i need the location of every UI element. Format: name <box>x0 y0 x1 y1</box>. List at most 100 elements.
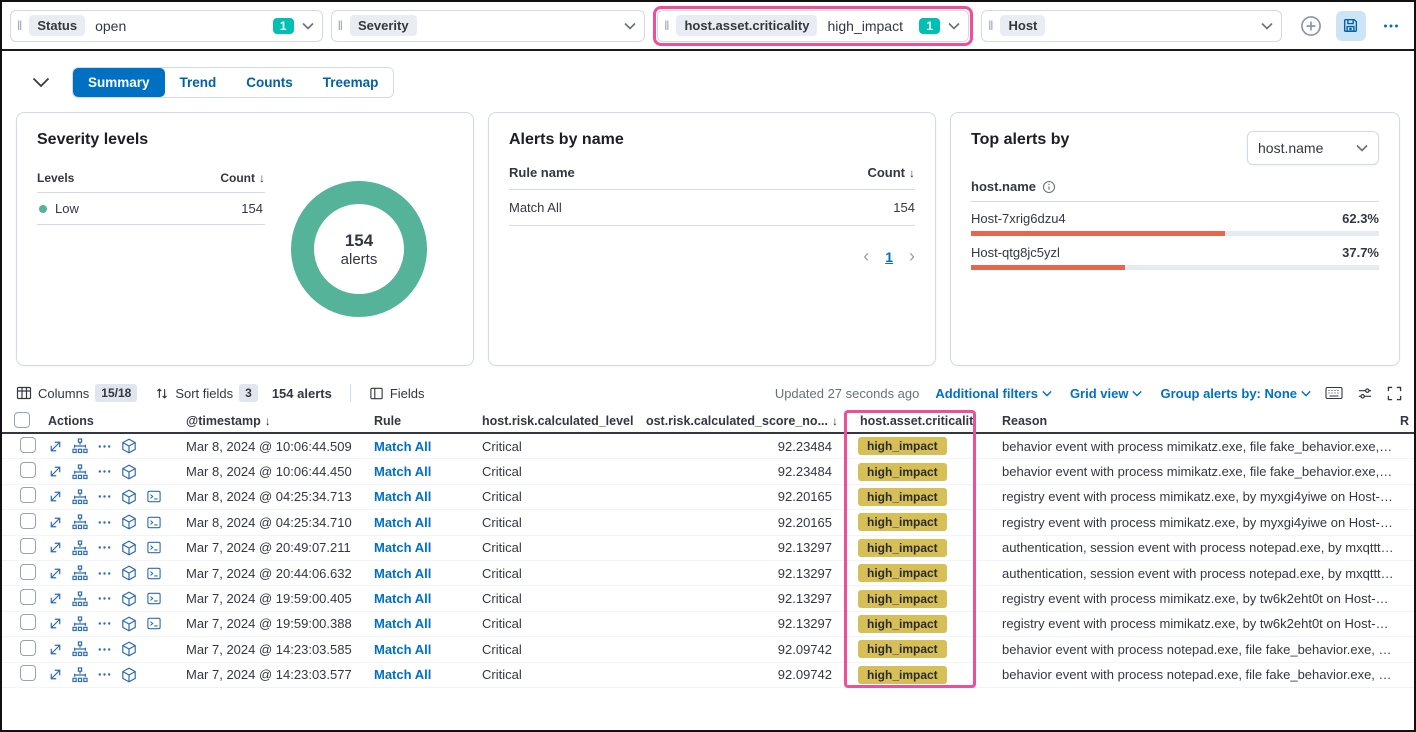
grid-view-button[interactable]: Grid view <box>1070 386 1143 401</box>
tab-counts[interactable]: Counts <box>231 68 308 97</box>
rule-link[interactable]: Match All <box>374 641 432 657</box>
osquery-cube-icon[interactable] <box>121 591 137 607</box>
osquery-cube-icon[interactable] <box>121 565 137 581</box>
col-risk-level[interactable]: host.risk.calculated_level <box>482 414 634 428</box>
chevron-down-icon[interactable] <box>948 17 960 35</box>
analyzer-icon[interactable] <box>72 463 88 480</box>
rule-link[interactable]: Match All <box>374 591 432 607</box>
alert-reason[interactable]: registry event with process mimikatz.exe… <box>1002 514 1400 530</box>
filter-status[interactable]: ‖ Status open 1 <box>10 9 323 42</box>
expand-alert-icon[interactable] <box>48 566 63 581</box>
drag-handle-icon[interactable]: ‖ <box>664 18 671 33</box>
chevron-down-icon[interactable] <box>302 17 314 35</box>
alert-reason[interactable]: authentication, session event with proce… <box>1002 565 1400 581</box>
more-actions-icon[interactable] <box>97 439 112 454</box>
more-actions-icon[interactable] <box>97 515 112 530</box>
col-count[interactable]: Count <box>867 165 905 180</box>
rule-link[interactable]: Match All <box>374 616 432 632</box>
keyboard-shortcuts-icon[interactable] <box>1325 386 1343 400</box>
tab-summary[interactable]: Summary <box>73 68 165 97</box>
expand-alert-icon[interactable] <box>48 489 63 504</box>
row-checkbox[interactable] <box>20 512 36 529</box>
osquery-cube-icon[interactable] <box>121 489 137 505</box>
row-checkbox[interactable] <box>20 436 36 453</box>
expand-alert-icon[interactable] <box>48 642 63 657</box>
rule-link[interactable]: Match All <box>374 464 432 480</box>
more-actions-icon[interactable] <box>97 616 112 631</box>
rule-link[interactable]: Match All <box>374 438 432 454</box>
analyzer-icon[interactable] <box>72 616 88 632</box>
osquery-cube-icon[interactable] <box>121 616 137 632</box>
row-checkbox[interactable] <box>20 614 36 631</box>
rule-link[interactable]: Match All <box>374 489 432 505</box>
expand-alert-icon[interactable] <box>48 591 63 606</box>
rule-link[interactable]: Match All <box>374 540 432 556</box>
chevron-down-icon[interactable] <box>1261 17 1273 35</box>
more-actions-icon[interactable] <box>97 464 112 479</box>
col-reason[interactable]: Reason <box>1002 414 1048 428</box>
session-view-terminal-icon[interactable] <box>146 616 162 631</box>
tab-treemap[interactable]: Treemap <box>307 68 394 97</box>
columns-button[interactable]: Columns 15/18 <box>16 384 138 402</box>
alert-reason[interactable]: behavior event with process notepad.exe,… <box>1002 667 1400 683</box>
drag-handle-icon[interactable]: ‖ <box>17 18 24 33</box>
group-alerts-button[interactable]: Group alerts by: None <box>1160 386 1311 401</box>
row-checkbox[interactable] <box>20 589 36 606</box>
alert-reason[interactable]: registry event with process mimikatz.exe… <box>1002 591 1400 607</box>
prev-page-chevron-icon[interactable]: ‹ <box>863 246 870 266</box>
display-options-icon[interactable] <box>1357 386 1373 401</box>
session-view-terminal-icon[interactable] <box>146 489 162 504</box>
osquery-cube-icon[interactable] <box>121 641 137 657</box>
add-filter-button[interactable] <box>1296 11 1326 41</box>
session-view-terminal-icon[interactable] <box>146 515 162 530</box>
session-view-terminal-icon[interactable] <box>146 540 162 555</box>
expand-alert-icon[interactable] <box>48 439 63 454</box>
more-actions-icon[interactable] <box>97 540 112 555</box>
row-checkbox[interactable] <box>20 538 36 555</box>
osquery-cube-icon[interactable] <box>121 540 137 556</box>
more-actions-icon[interactable] <box>97 591 112 606</box>
analyzer-icon[interactable] <box>72 565 88 581</box>
rule-link[interactable]: Match All <box>374 514 432 530</box>
alert-reason[interactable]: registry event with process mimikatz.exe… <box>1002 616 1400 632</box>
additional-filters-button[interactable]: Additional filters <box>935 386 1052 401</box>
osquery-cube-icon[interactable] <box>121 667 137 683</box>
expand-alert-icon[interactable] <box>48 515 63 530</box>
more-actions-icon[interactable] <box>97 642 112 657</box>
fullscreen-icon[interactable] <box>1387 386 1402 401</box>
osquery-cube-icon[interactable] <box>121 514 137 530</box>
col-rule[interactable]: Rule <box>374 414 402 428</box>
row-checkbox[interactable] <box>20 487 36 504</box>
alert-reason[interactable]: behavior event with process mimikatz.exe… <box>1002 464 1400 480</box>
chevron-down-icon[interactable] <box>624 17 636 35</box>
row-checkbox[interactable] <box>20 665 36 682</box>
expand-alert-icon[interactable] <box>48 667 63 682</box>
row-checkbox[interactable] <box>20 462 36 479</box>
more-actions-icon[interactable] <box>97 489 112 504</box>
save-query-button[interactable] <box>1335 10 1366 41</box>
sort-fields-button[interactable]: Sort fields 3 <box>155 384 258 402</box>
osquery-cube-icon[interactable] <box>121 438 137 454</box>
info-icon[interactable] <box>1042 180 1056 194</box>
filter-severity[interactable]: ‖ Severity <box>330 9 646 42</box>
fields-button[interactable]: Fields <box>369 386 425 401</box>
alert-reason[interactable]: behavior event with process mimikatz.exe… <box>1002 438 1400 454</box>
more-actions-icon[interactable] <box>97 566 112 581</box>
select-all-checkbox[interactable] <box>14 411 30 428</box>
row-checkbox[interactable] <box>20 563 36 580</box>
osquery-cube-icon[interactable] <box>121 464 137 480</box>
session-view-terminal-icon[interactable] <box>146 566 162 581</box>
analyzer-icon[interactable] <box>72 590 88 607</box>
collapse-section-chevron-icon[interactable] <box>32 77 50 88</box>
expand-alert-icon[interactable] <box>48 540 63 555</box>
col-count[interactable]: Count <box>220 171 255 185</box>
next-page-chevron-icon[interactable]: › <box>909 246 915 266</box>
rule-link[interactable]: Match All <box>374 565 432 581</box>
analyzer-icon[interactable] <box>72 667 88 683</box>
analyzer-icon[interactable] <box>72 540 88 556</box>
tab-trend[interactable]: Trend <box>164 68 232 97</box>
analyzer-icon[interactable] <box>72 514 88 530</box>
drag-handle-icon[interactable]: ‖ <box>988 18 995 33</box>
page-number[interactable]: 1 <box>885 248 893 265</box>
analyzer-icon[interactable] <box>72 489 88 505</box>
